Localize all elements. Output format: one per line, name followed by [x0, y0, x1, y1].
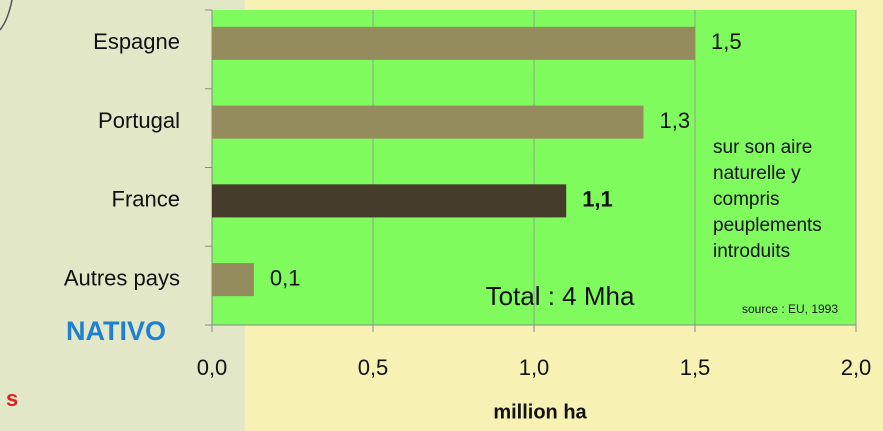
- y-tick-label: Espagne: [93, 29, 180, 54]
- note-line: compris: [713, 189, 780, 210]
- y-tick-label: France: [112, 187, 180, 212]
- value-label: 1,3: [659, 108, 690, 133]
- value-label: 1,1: [582, 187, 613, 212]
- value-label: 0,1: [270, 265, 301, 290]
- x-tick-label: 2,0: [841, 355, 872, 380]
- left-panel: [0, 0, 245, 431]
- source: source : EU, 1993: [742, 302, 838, 316]
- x-tick-label: 0,0: [197, 355, 228, 380]
- x-axis-label: million ha: [493, 401, 587, 423]
- bar: [212, 105, 644, 139]
- fragment: s: [6, 386, 18, 411]
- y-tick-label: Autres pays: [64, 265, 180, 290]
- x-tick-label: 1,0: [519, 355, 550, 380]
- value-label: 1,5: [711, 29, 742, 54]
- x-tick-label: 1,5: [680, 355, 711, 380]
- note-line: introduits: [713, 241, 790, 262]
- bar: [212, 263, 254, 297]
- bar: [212, 184, 567, 218]
- x-tick-label: 0,5: [358, 355, 389, 380]
- total: Total : 4 Mha: [486, 281, 635, 311]
- note-line: peuplements: [713, 215, 822, 236]
- brand: NATIVO: [66, 316, 166, 346]
- note-line: sur son aire: [713, 137, 812, 158]
- y-tick-label: Portugal: [98, 108, 180, 133]
- note-line: naturelle y: [713, 163, 801, 184]
- map-edge: [0, 0, 13, 31]
- bar: [212, 26, 695, 60]
